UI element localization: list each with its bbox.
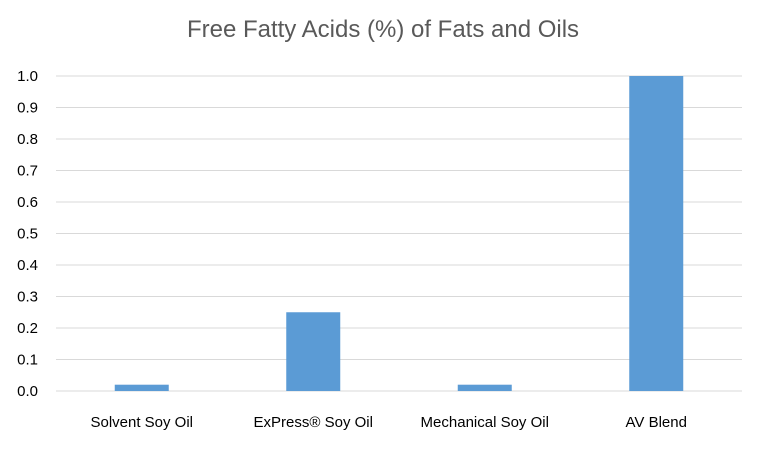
category-label: AV Blend (626, 414, 687, 431)
y-tick-label: 0.1 (17, 352, 38, 369)
category-label: Solvent Soy Oil (90, 414, 193, 431)
chart-title: Free Fatty Acids (%) of Fats and Oils (186, 16, 580, 43)
bars (114, 76, 684, 391)
bar (629, 76, 684, 391)
y-tick-label: 0.2 (17, 320, 38, 337)
category-label: ExPress® Soy Oil (254, 414, 373, 431)
y-tick-label: 0.4 (17, 257, 38, 274)
bar (457, 384, 512, 391)
y-tick-label: 0.9 (17, 100, 38, 117)
y-tick-label: 0.0 (17, 383, 38, 400)
x-axis-categories: Solvent Soy Oil ExPress® Soy Oil Mechanica… (90, 414, 686, 431)
category-label: Mechanical Soy Oil (421, 414, 549, 431)
y-tick-label: 0.7 (17, 163, 38, 180)
y-tick-label: 0.6 (17, 194, 38, 211)
y-tick-label: 0.5 (17, 226, 38, 243)
bar (286, 312, 341, 391)
y-tick-label: 1.0 (17, 68, 38, 85)
y-tick-label: 0.8 (17, 131, 38, 148)
gridlines (56, 75, 742, 392)
y-tick-label: 0.3 (17, 289, 38, 306)
y-axis-ticks: 0.0 0.1 0.2 0.3 0.4 0.5 0.6 0.7 0.8 0.9 1.0 (17, 68, 38, 400)
bar (114, 384, 169, 391)
